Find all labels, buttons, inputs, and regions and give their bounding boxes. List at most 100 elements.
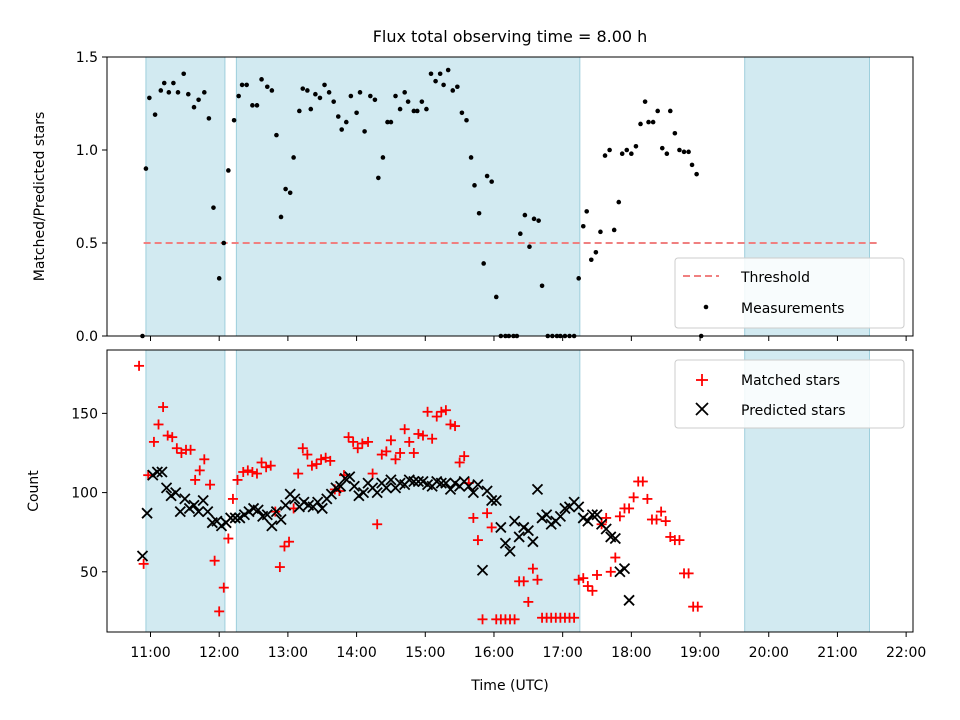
measurement-point bbox=[424, 106, 429, 112]
measurement-point bbox=[236, 93, 241, 99]
predicted-star-point bbox=[344, 471, 356, 483]
measurement-point bbox=[380, 155, 386, 160]
measurement-point bbox=[686, 149, 691, 155]
matched-star-point bbox=[642, 493, 653, 504]
measurement-point bbox=[326, 90, 332, 95]
measurement-point bbox=[433, 78, 438, 84]
measurement-point bbox=[402, 90, 407, 95]
matched-star-point bbox=[431, 411, 442, 422]
matched-star-point bbox=[385, 435, 396, 446]
measurement-point bbox=[147, 95, 152, 101]
measurement-point bbox=[283, 186, 288, 192]
matched-star-point bbox=[357, 438, 368, 449]
y-tick-label: 1.5 bbox=[76, 50, 98, 66]
measurement-point bbox=[226, 168, 231, 173]
matched-star-point bbox=[417, 430, 428, 441]
matched-star-point bbox=[352, 443, 363, 454]
predicted-star-point bbox=[540, 509, 553, 521]
measurement-point bbox=[152, 112, 158, 117]
ratio-legend-box bbox=[674, 257, 905, 329]
predicted-star-point bbox=[573, 501, 585, 513]
matched-star-point bbox=[472, 535, 483, 546]
predicted-star-point bbox=[531, 483, 544, 496]
observing-window bbox=[235, 56, 581, 337]
matched-star-point bbox=[395, 447, 406, 458]
matched-star-point bbox=[408, 447, 419, 458]
matched-star-point bbox=[265, 460, 276, 471]
predicted-star-point bbox=[504, 545, 516, 557]
measurement-point bbox=[357, 90, 363, 95]
measurement-point bbox=[291, 155, 296, 160]
measurement-legend-label: Measurements bbox=[741, 301, 844, 317]
measurement-point bbox=[175, 90, 181, 95]
measurement-point bbox=[689, 162, 695, 168]
measurement-point bbox=[376, 175, 381, 181]
measurement-point bbox=[221, 240, 227, 246]
measurement-point bbox=[602, 153, 608, 158]
matched-star-point bbox=[348, 436, 359, 447]
predicted-star-point bbox=[408, 475, 420, 488]
predicted-star-point bbox=[513, 531, 525, 543]
measurement-point bbox=[354, 110, 359, 116]
matched-star-point bbox=[256, 457, 267, 468]
x-tick-label: 22:00 bbox=[886, 645, 926, 661]
matched-star-point bbox=[651, 514, 662, 525]
measurement-point bbox=[650, 119, 656, 125]
measurement-point bbox=[659, 145, 665, 151]
matched-star-point bbox=[468, 512, 479, 523]
measurement-point bbox=[305, 88, 310, 93]
predicted-star-point bbox=[141, 507, 153, 519]
predicted-star-point bbox=[600, 523, 612, 535]
measurement-point bbox=[196, 97, 201, 103]
matched-star-point bbox=[214, 606, 225, 617]
ratio-y-axis-label: Matched/Predicted stars bbox=[32, 112, 48, 282]
predicted-star-point bbox=[463, 480, 475, 492]
ratio-panel: 0.0 0.5 1.0 1.5 Matched/Predicted stars Thr… bbox=[32, 50, 914, 345]
measurement-point bbox=[372, 97, 378, 103]
matched-star-point bbox=[261, 462, 272, 473]
matched-star-point bbox=[390, 454, 401, 465]
count-y-axis-label: Count bbox=[26, 470, 42, 512]
matched-star-point bbox=[450, 421, 461, 432]
predicted-star-point bbox=[312, 496, 324, 508]
matched-star-point bbox=[656, 506, 667, 517]
matched-star-point bbox=[162, 430, 173, 441]
measurement-point bbox=[445, 67, 451, 73]
predicted-star-point bbox=[472, 479, 484, 491]
predicted-star-point bbox=[202, 505, 214, 518]
measurement-point bbox=[672, 130, 678, 136]
predicted-star-point bbox=[174, 505, 186, 518]
predicted-star-point bbox=[508, 515, 521, 527]
y-tick-label: 150 bbox=[71, 406, 98, 422]
ratio-axes-frame bbox=[106, 56, 914, 337]
measurement-point bbox=[531, 216, 537, 222]
predicted-star-point bbox=[156, 466, 168, 478]
predicted-star-point bbox=[623, 594, 635, 606]
matched-star-point bbox=[413, 428, 424, 439]
matched-star-point bbox=[372, 519, 383, 530]
measurement-point bbox=[607, 147, 612, 153]
matched-star-point bbox=[167, 432, 178, 443]
matched-star-point bbox=[573, 574, 584, 585]
x-tick-label: 19:00 bbox=[680, 645, 720, 661]
figure-title: Flux total observing time = 8.00 h bbox=[373, 27, 648, 46]
measurement-point bbox=[211, 205, 216, 210]
predicted-star-point bbox=[522, 524, 534, 537]
measurement-point bbox=[468, 155, 474, 160]
measurement-point bbox=[655, 108, 660, 114]
matched-star-point bbox=[523, 596, 534, 607]
measurement-point bbox=[484, 173, 490, 179]
measurement-point bbox=[629, 151, 634, 157]
measurement-point bbox=[611, 227, 617, 233]
matched-star-point bbox=[293, 468, 304, 479]
x-tick-label: 16:00 bbox=[474, 645, 514, 661]
predicted-star-point bbox=[275, 513, 287, 526]
predicted-star-point bbox=[160, 482, 173, 494]
predicted-star-point bbox=[334, 480, 347, 492]
measurement-point bbox=[278, 214, 284, 220]
matched-star-point bbox=[445, 419, 456, 430]
matched-star-point bbox=[148, 436, 159, 447]
predicted-star-point bbox=[609, 532, 621, 545]
y-tick-label: 100 bbox=[71, 486, 98, 502]
measurement-point bbox=[638, 121, 643, 127]
